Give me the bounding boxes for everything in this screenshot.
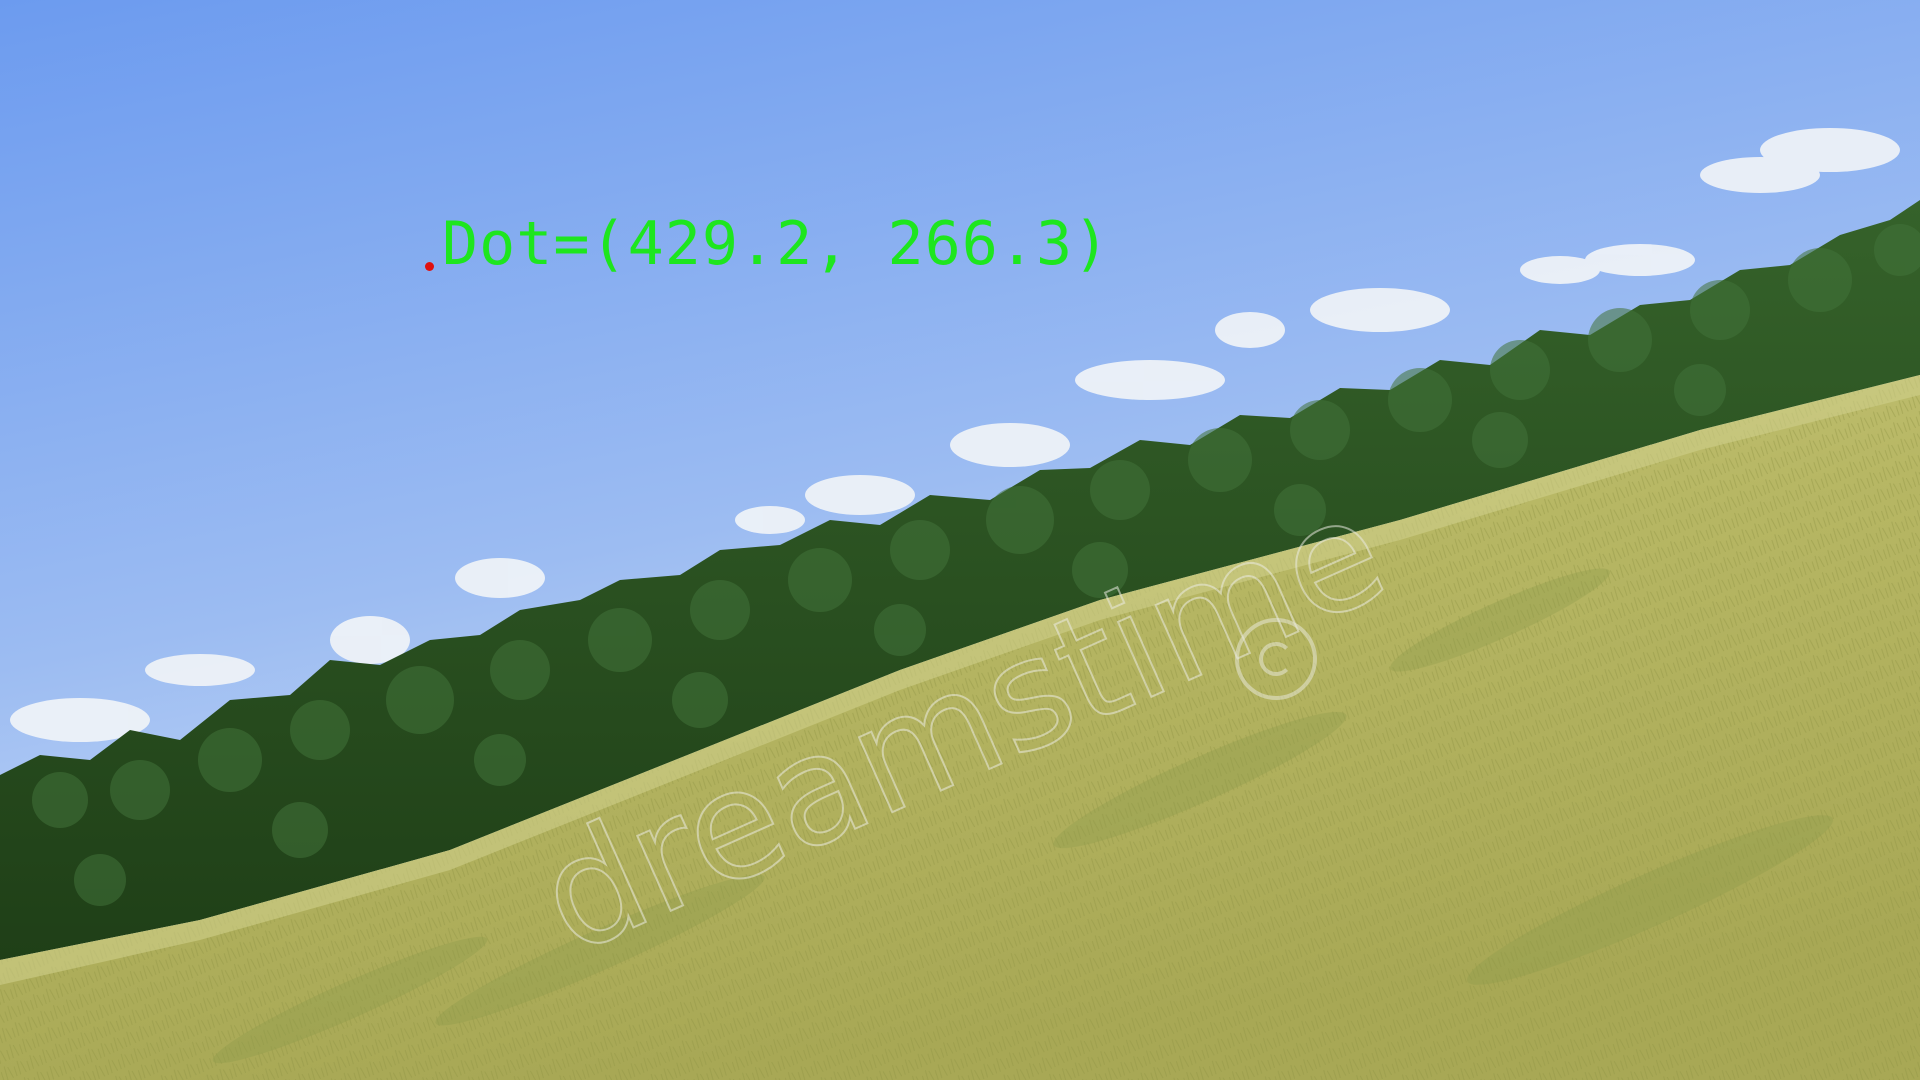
- dot-coordinate-label: Dot=(429.2, 266.3): [442, 209, 1111, 279]
- tree-texture: [32, 224, 1920, 906]
- grass-patches: [212, 568, 1834, 1064]
- meadow-edge: [0, 375, 1920, 985]
- marker-dot: [425, 262, 434, 271]
- clouds: [10, 128, 1900, 742]
- grass-texture: [0, 375, 1920, 1080]
- watermark-logo-icon: [1235, 618, 1317, 700]
